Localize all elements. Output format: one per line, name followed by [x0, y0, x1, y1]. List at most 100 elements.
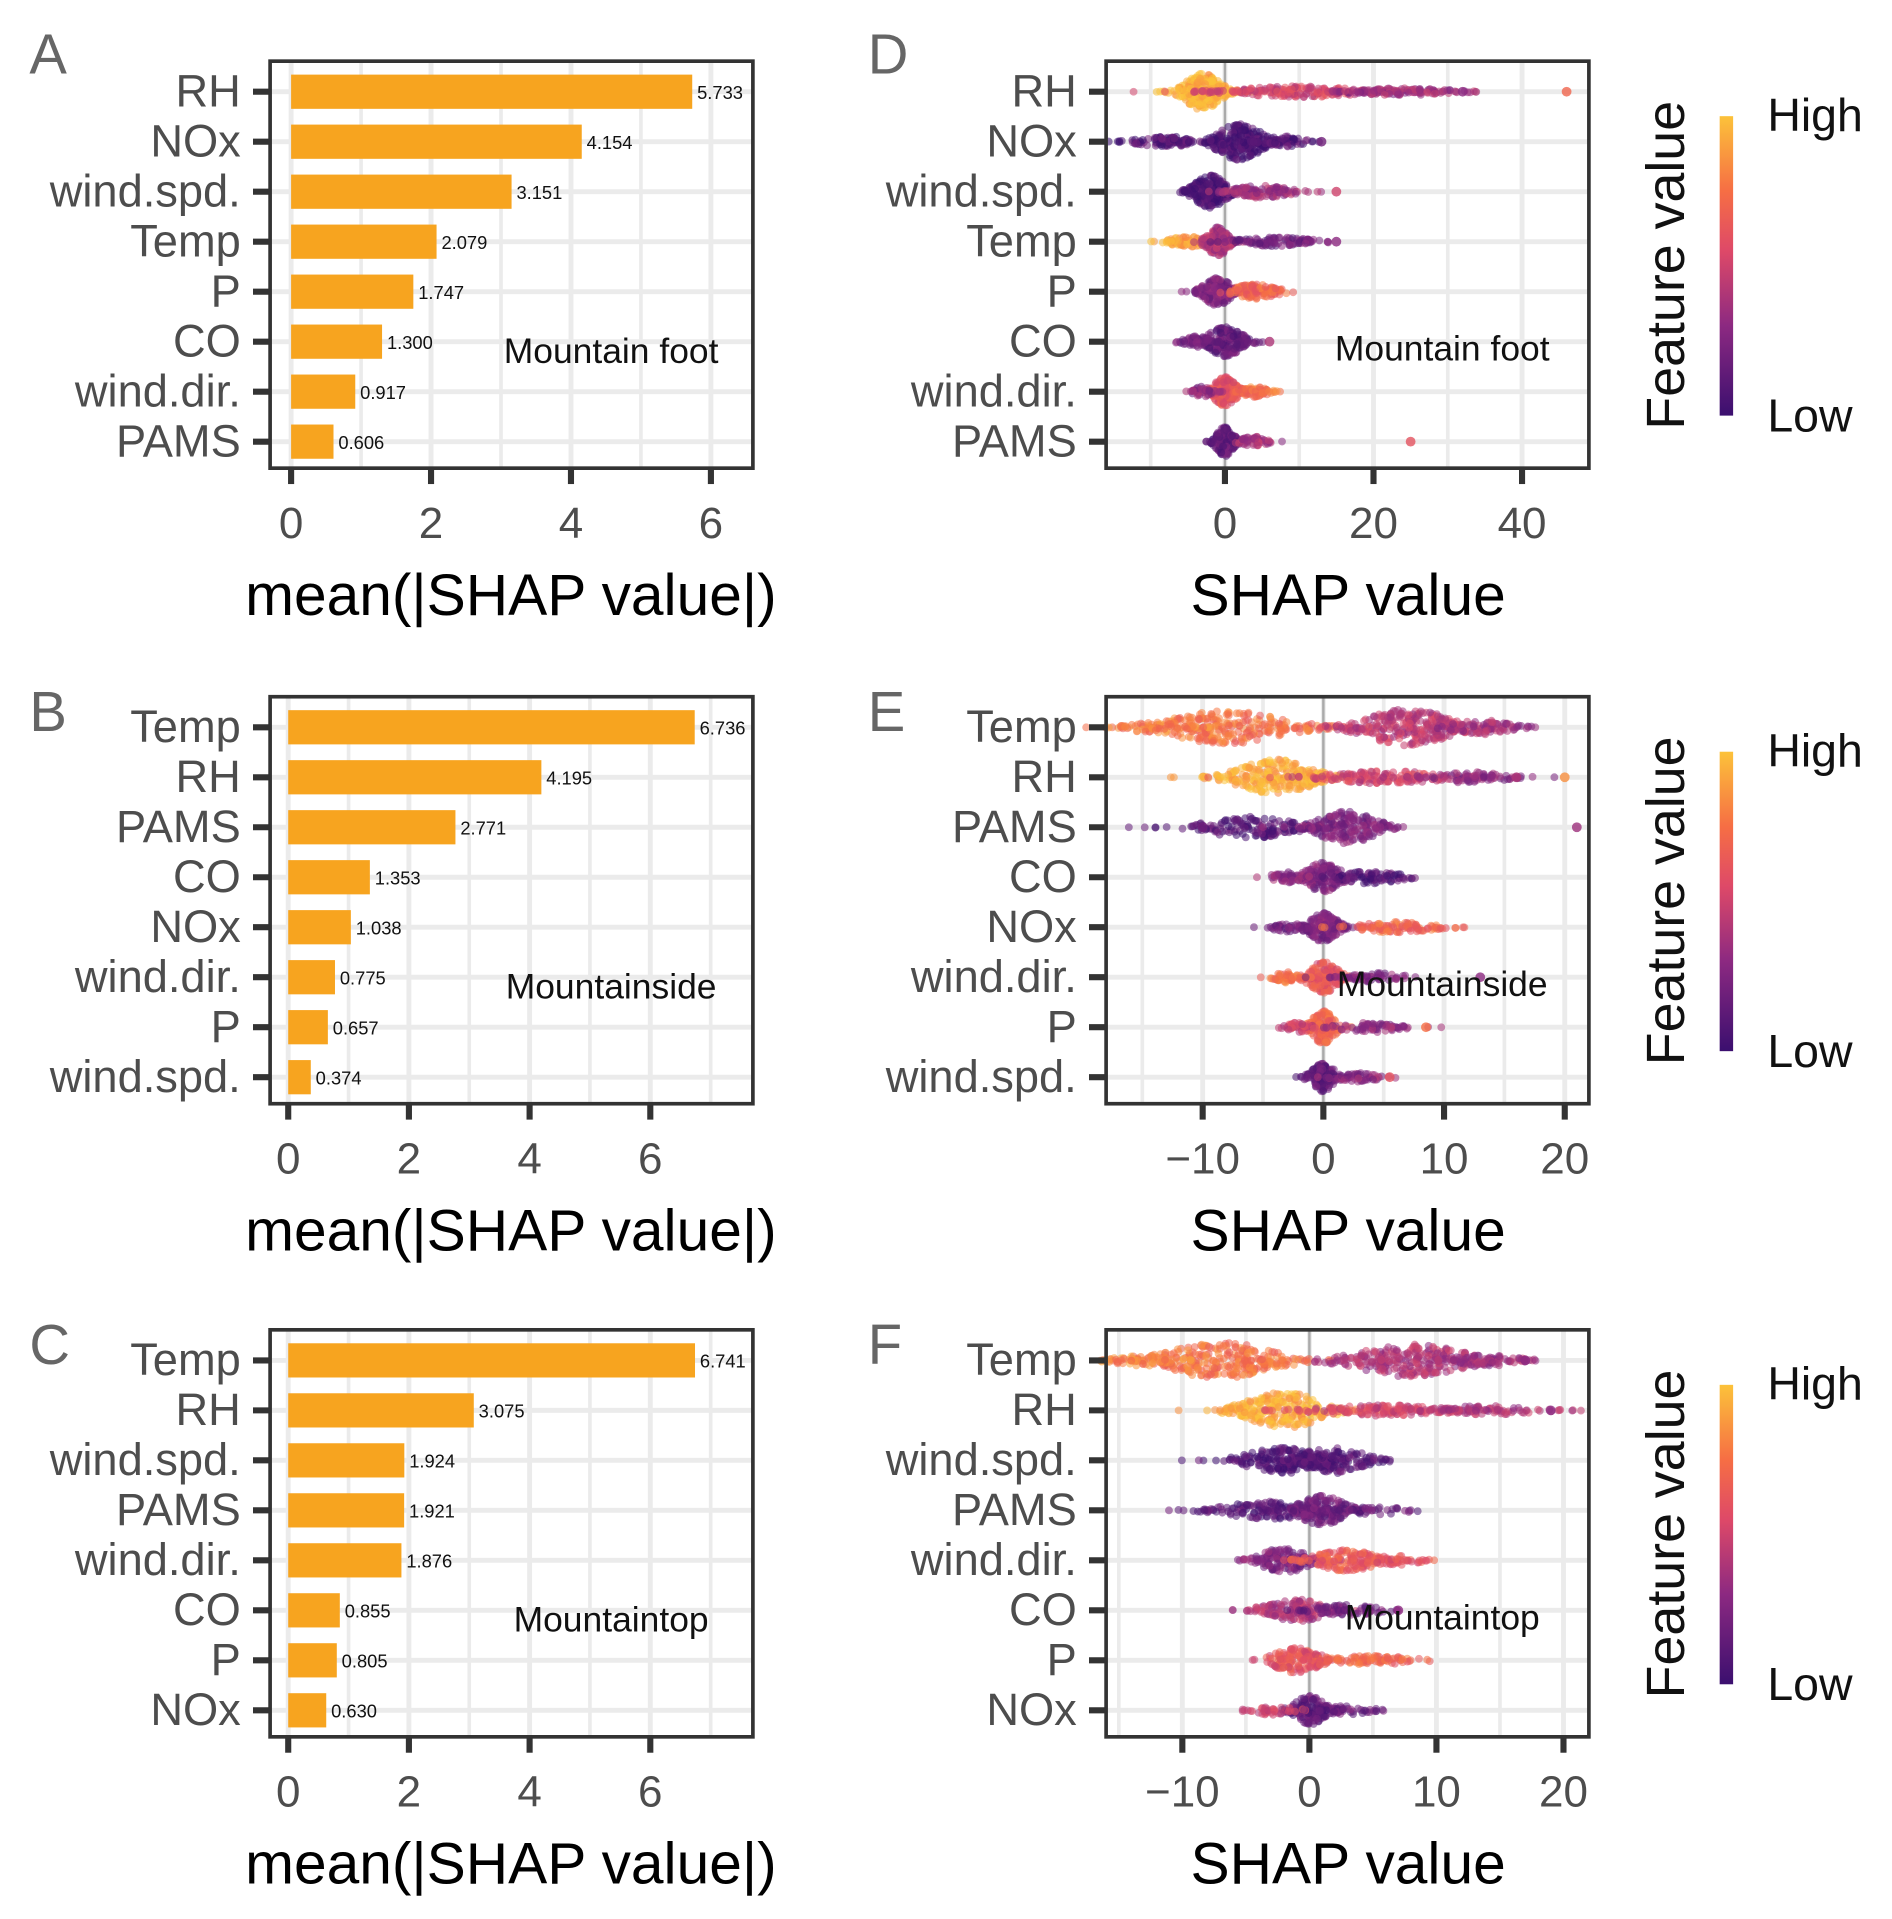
bar-wind.spd. — [291, 174, 512, 209]
x-tick-label: 6 — [638, 1768, 662, 1817]
shap-point — [1173, 724, 1182, 733]
shap-point — [1206, 88, 1215, 97]
shap-point — [1351, 88, 1360, 97]
shap-point — [1435, 87, 1443, 96]
shap-point — [1302, 724, 1311, 733]
shap-point — [1367, 767, 1376, 776]
shap-point — [1269, 830, 1278, 839]
shap-point — [1296, 824, 1304, 833]
bar-NOx — [291, 124, 582, 159]
shap-point — [1205, 96, 1213, 105]
shap-point — [1353, 825, 1361, 834]
shap-point — [1253, 873, 1261, 882]
shap-point — [1365, 779, 1374, 788]
swarm-Temp — [1147, 223, 1342, 260]
shap-point — [1394, 90, 1403, 99]
shap-point — [1239, 125, 1248, 134]
shap-point — [1239, 138, 1248, 147]
swarm-wind.dir. — [1182, 373, 1285, 410]
bar-wind.spd. — [288, 1060, 311, 1095]
shap-point — [1150, 133, 1159, 142]
shap-point — [1178, 824, 1187, 833]
swarm-P — [1177, 274, 1298, 309]
shap-point — [1201, 736, 1210, 745]
shap-point — [1230, 739, 1239, 747]
shap-point — [1281, 83, 1289, 92]
shap-point — [1229, 332, 1238, 341]
shap-point — [1255, 724, 1263, 733]
shap-point — [1232, 155, 1241, 164]
shap-point — [1415, 85, 1424, 94]
shap-point — [1152, 87, 1161, 96]
shap-point — [1281, 877, 1290, 886]
bar-value-label: 3.151 — [516, 182, 562, 203]
shap-point — [1228, 431, 1237, 440]
y-tick-label: P — [211, 1634, 241, 1685]
y-tick-label: wind.dir. — [74, 951, 241, 1002]
panel-label: A — [29, 22, 67, 85]
shap-point — [1234, 286, 1242, 295]
x-tick-label: 2 — [397, 1768, 421, 1817]
bar-PAMS — [288, 1493, 405, 1528]
shap-point — [1318, 872, 1327, 881]
bar-wind.dir. — [288, 960, 335, 995]
shap-point — [1167, 237, 1175, 246]
bar-value-label: 0.855 — [345, 1601, 391, 1622]
shap-point — [1232, 137, 1241, 146]
shap-point — [1390, 871, 1399, 880]
shap-point — [1404, 88, 1413, 97]
shap-point — [1342, 876, 1351, 884]
x-axis-title: mean(|SHAP value|) — [245, 1198, 776, 1263]
y-tick-label: wind.spd. — [49, 1434, 241, 1485]
panel-frame — [268, 1328, 755, 1739]
shap-point — [1223, 278, 1232, 287]
shap-point — [1426, 708, 1434, 717]
shap-point — [1204, 187, 1213, 196]
bar-P — [288, 1643, 337, 1678]
shap-point — [1189, 238, 1198, 247]
shap-point — [1341, 832, 1350, 841]
shap-point — [1220, 352, 1229, 360]
bar-value-label: 6.741 — [700, 1351, 746, 1372]
shap-point — [1289, 134, 1298, 143]
bar-value-label: 0.606 — [338, 432, 384, 453]
shap-point — [1188, 386, 1197, 395]
shap-point — [1115, 138, 1124, 147]
shap-point — [1195, 77, 1204, 85]
y-tick-label: P — [211, 265, 241, 316]
shap-point — [1416, 773, 1425, 782]
shap-point — [1389, 773, 1398, 782]
y-tick-label: Temp — [130, 215, 241, 266]
shap-point — [1225, 721, 1234, 730]
shap-point — [1240, 191, 1249, 200]
shap-point — [1231, 767, 1240, 776]
shap-point — [1216, 773, 1225, 781]
shap-point — [1132, 727, 1141, 736]
shap-point — [1294, 876, 1303, 884]
shap-point — [1238, 183, 1247, 192]
bar-RH — [288, 1393, 474, 1428]
shap-point — [1232, 831, 1241, 839]
shap-point — [1258, 389, 1267, 397]
shap-point — [1224, 711, 1233, 720]
shap-point — [1528, 772, 1537, 781]
shap-point — [1143, 141, 1151, 150]
shap-point — [1451, 924, 1460, 932]
shap-point — [1236, 235, 1244, 244]
shap-point — [1234, 87, 1243, 96]
shap-point — [1355, 778, 1364, 787]
bar-value-label: 0.917 — [360, 382, 406, 403]
x-tick-label: 6 — [638, 1134, 662, 1183]
x-axis-title: SHAP value — [1191, 563, 1506, 628]
shap-point — [1330, 832, 1339, 840]
shap-point — [1180, 337, 1189, 346]
bar-P — [288, 1010, 328, 1045]
shap-point — [1456, 720, 1465, 729]
shap-point — [1252, 772, 1261, 781]
shap-point — [1393, 823, 1402, 831]
shap-point — [1194, 100, 1203, 109]
shap-point — [1376, 85, 1385, 94]
shap-point — [1466, 88, 1475, 97]
shap-point — [1222, 134, 1231, 143]
shap-point — [1231, 776, 1240, 785]
